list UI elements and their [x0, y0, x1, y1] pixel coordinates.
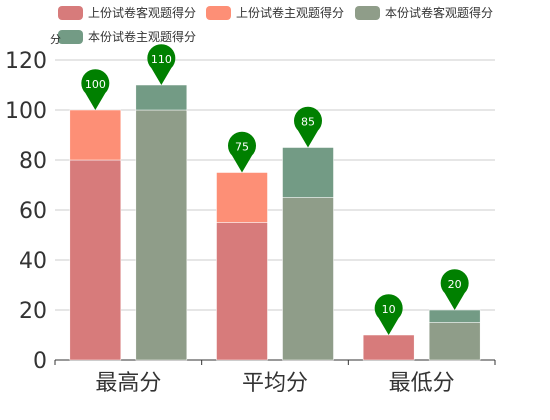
x-tick-label: 最高分	[95, 371, 161, 396]
legend-swatch	[355, 5, 380, 20]
data-label: 20	[448, 278, 462, 291]
y-tick-label: 120	[5, 49, 47, 74]
max-point-pin	[294, 106, 323, 148]
bar-segment	[428, 322, 481, 361]
data-label: 110	[151, 53, 172, 66]
y-tick-label: 100	[5, 99, 47, 124]
data-label: 10	[382, 303, 396, 316]
y-tick-label: 20	[19, 299, 47, 324]
max-point-pin	[228, 131, 256, 173]
legend-item[interactable]: 本份试卷客观题得分	[355, 4, 493, 21]
max-point-pin	[81, 69, 110, 110]
bar-segment	[69, 159, 122, 361]
max-point-pin	[374, 294, 403, 335]
legend-label: 上份试卷客观题得分	[88, 6, 197, 20]
x-tick-label: 最低分	[389, 371, 455, 396]
legend-swatch	[58, 5, 83, 20]
y-axis-label: 分	[50, 33, 61, 46]
legend-item[interactable]: 上份试卷主观题得分	[206, 4, 344, 21]
y-tick-label: 60	[19, 199, 47, 224]
y-tick-label: 0	[33, 349, 47, 374]
legend-swatch	[58, 29, 83, 44]
bar-segment	[135, 84, 188, 111]
bar-segment	[362, 334, 415, 361]
legend-item[interactable]: 本份试卷主观题得分	[58, 28, 196, 45]
data-label: 75	[235, 141, 249, 154]
max-point-pin	[147, 44, 176, 85]
legend-label: 本份试卷客观题得分	[385, 6, 494, 20]
bar-segment	[135, 109, 188, 361]
y-tick-label: 80	[19, 149, 47, 174]
bar-segment	[282, 147, 334, 198]
legend-swatch	[206, 5, 231, 20]
bar-segment	[428, 309, 481, 323]
legend-label: 本份试卷主观题得分	[88, 30, 197, 44]
bar-segment	[282, 197, 334, 361]
bar-segment	[216, 222, 268, 361]
legend-item[interactable]: 上份试卷客观题得分	[58, 4, 196, 21]
bar-segment	[216, 172, 268, 223]
data-label: 85	[301, 116, 315, 129]
chart-legend: 上份试卷客观题得分 上份试卷主观题得分 本份试卷客观题得分本份试卷主观题得分	[0, 0, 550, 48]
y-tick-label: 40	[19, 249, 47, 274]
data-label: 100	[85, 78, 106, 91]
legend-label: 上份试卷主观题得分	[236, 6, 345, 20]
max-point-pin	[440, 269, 469, 310]
bar-segment	[69, 109, 122, 161]
x-tick-label: 平均分	[242, 371, 308, 396]
